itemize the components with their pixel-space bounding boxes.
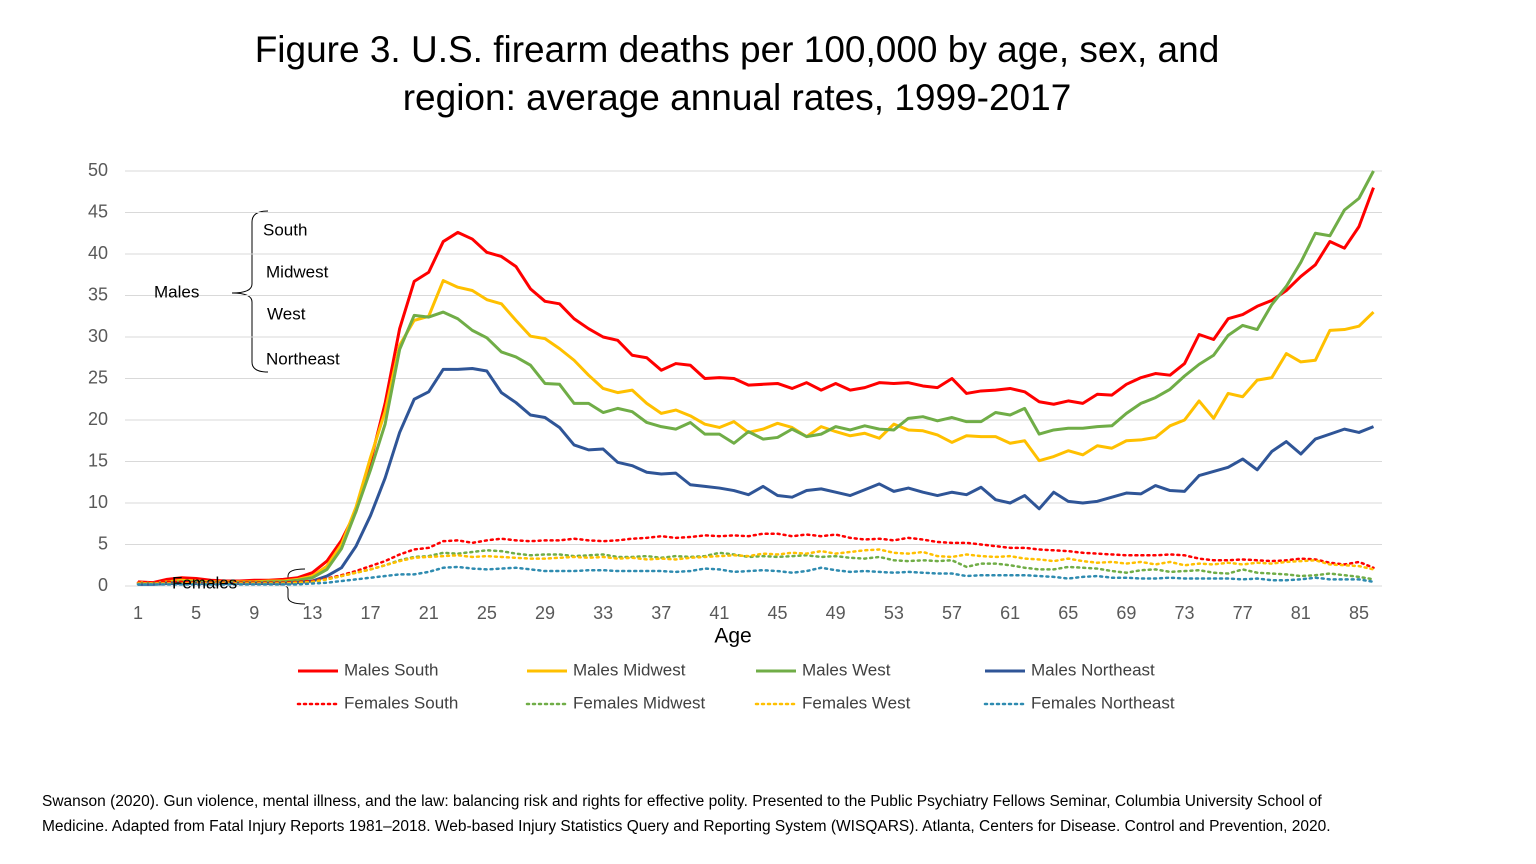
x-tick-label: 61 — [1000, 603, 1020, 623]
y-tick-label: 20 — [88, 409, 108, 429]
y-tick-label: 30 — [88, 326, 108, 346]
x-tick-label: 73 — [1175, 603, 1195, 623]
x-tick-label: 29 — [535, 603, 555, 623]
legend-label: Females West — [802, 693, 911, 712]
males-brace — [231, 210, 269, 373]
legend-label: Males West — [802, 660, 891, 679]
series-line — [137, 279, 1375, 586]
x-tick-label: 45 — [768, 603, 788, 623]
series-line — [138, 367, 1375, 586]
annotation: South — [263, 220, 307, 239]
legend-label: Females Midwest — [573, 693, 706, 712]
x-tick-label: 81 — [1291, 603, 1311, 623]
source-note: Swanson (2020). Gun violence, mental ill… — [42, 793, 1322, 810]
x-tick-label: 25 — [477, 603, 497, 623]
legend-label: Males Northeast — [1031, 660, 1155, 679]
x-axis-title: Age — [714, 625, 751, 648]
x-tick-label: 85 — [1349, 603, 1369, 623]
x-tick-label: 9 — [249, 603, 259, 623]
chart-title: Figure 3. U.S. firearm deaths per 100,00… — [255, 29, 1220, 70]
y-tick-label: 5 — [98, 533, 108, 553]
x-tick-label: 69 — [1116, 603, 1136, 623]
annotation: Midwest — [266, 262, 329, 281]
y-tick-label: 35 — [88, 284, 108, 304]
x-tick-label: 33 — [593, 603, 613, 623]
annotation: Females — [172, 573, 237, 592]
y-tick-label: 25 — [88, 367, 108, 387]
x-tick-label: 5 — [191, 603, 201, 623]
x-tick-label: 77 — [1233, 603, 1253, 623]
series-line — [137, 187, 1375, 585]
y-tick-label: 15 — [88, 450, 108, 470]
y-tick-label: 0 — [98, 575, 108, 595]
legend-label: Males South — [344, 660, 439, 679]
x-tick-label: 17 — [361, 603, 381, 623]
series-line — [136, 532, 1375, 584]
x-tick-label: 57 — [942, 603, 962, 623]
source-note: Medicine. Adapted from Fatal Injury Repo… — [42, 818, 1331, 835]
x-tick-label: 1 — [133, 603, 143, 623]
legend-label: Males Midwest — [573, 660, 686, 679]
x-tick-label: 53 — [884, 603, 904, 623]
annotation: Northeast — [266, 349, 340, 368]
series-line — [138, 170, 1375, 586]
x-tick-label: 37 — [651, 603, 671, 623]
x-tick-label: 13 — [302, 603, 322, 623]
y-tick-label: 45 — [88, 201, 108, 221]
series-line — [136, 565, 1375, 586]
x-tick-label: 21 — [419, 603, 439, 623]
y-tick-label: 10 — [88, 492, 108, 512]
chart-title: region: average annual rates, 1999-2017 — [403, 77, 1072, 118]
annotation: Males — [154, 282, 199, 301]
x-tick-label: 49 — [826, 603, 846, 623]
y-tick-label: 50 — [88, 160, 108, 180]
annotation: West — [267, 304, 306, 323]
y-tick-label: 40 — [88, 243, 108, 263]
x-tick-label: 65 — [1058, 603, 1078, 623]
x-tick-label: 41 — [709, 603, 729, 623]
legend-label: Females Northeast — [1031, 693, 1175, 712]
legend-label: Females South — [344, 693, 458, 712]
series-line — [136, 548, 1375, 585]
